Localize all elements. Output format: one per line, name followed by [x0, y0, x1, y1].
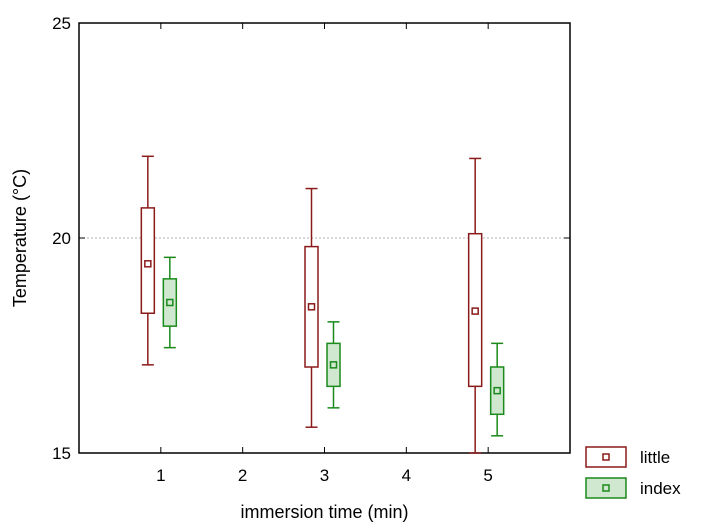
x-tick-label-3: 3 — [320, 466, 329, 485]
x-axis-title: immersion time (min) — [240, 502, 408, 522]
legend: little index — [585, 446, 681, 499]
x-tick-label-4: 4 — [402, 466, 411, 485]
box-little-x3 — [304, 187, 319, 428]
box-index-x1 — [162, 256, 178, 349]
median-marker-index-x1 — [166, 298, 174, 307]
median-marker-little-x1 — [144, 260, 152, 268]
x-tick-label-1: 1 — [156, 466, 165, 485]
median-marker-index-x3 — [329, 361, 338, 369]
median-marker-little-x3 — [307, 303, 316, 311]
ticks-layer: 15 20 25 1 2 3 4 5 — [52, 14, 570, 485]
y-axis-title: Temperature (°C) — [10, 169, 30, 307]
y-tick-label-25: 25 — [52, 14, 71, 33]
y-tick-label-15: 15 — [52, 444, 71, 463]
x-tick-label-5: 5 — [483, 466, 492, 485]
box-little-x5 — [467, 157, 483, 454]
legend-label-little: little — [640, 448, 670, 467]
legend-label-index: index — [640, 479, 681, 498]
legend-marker-index — [602, 484, 610, 492]
box-index-x5 — [489, 342, 505, 437]
median-marker-index-x5 — [493, 386, 501, 395]
box-little-x1 — [140, 155, 156, 366]
x-tick-label-2: 2 — [238, 466, 247, 485]
box-index-x3 — [326, 321, 341, 409]
boxes-layer — [140, 155, 505, 454]
legend-marker-little — [602, 453, 610, 461]
y-tick-label-20: 20 — [52, 229, 71, 248]
median-marker-little-x5 — [471, 307, 479, 315]
